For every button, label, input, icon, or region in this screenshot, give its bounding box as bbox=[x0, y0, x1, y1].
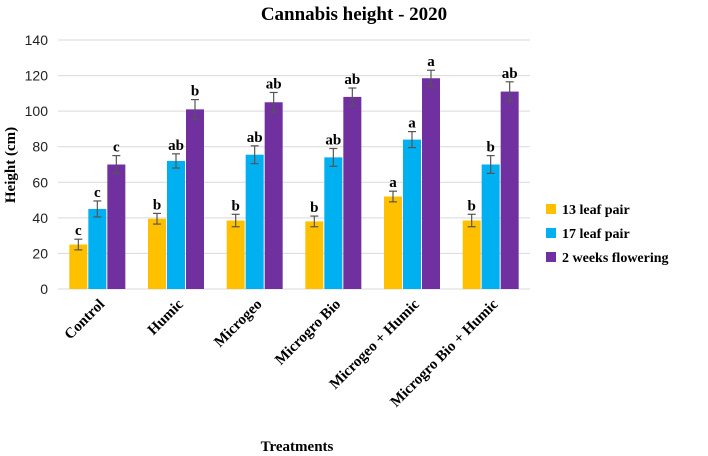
y-tick-label: 40 bbox=[32, 210, 48, 226]
chart-title: Cannabis height - 2020 bbox=[261, 4, 447, 25]
legend-swatch bbox=[546, 228, 556, 238]
bar bbox=[343, 96, 362, 290]
y-tick-label: 80 bbox=[32, 139, 48, 155]
significance-label: b bbox=[310, 200, 318, 216]
y-tick-label: 140 bbox=[25, 32, 49, 48]
x-axis-title: Treatments bbox=[261, 439, 334, 455]
legend-label: 17 leaf pair bbox=[562, 227, 630, 242]
significance-label: ab bbox=[266, 76, 282, 92]
significance-label: ab bbox=[502, 66, 518, 82]
bar bbox=[500, 91, 519, 289]
x-tick-label: Microgeo bbox=[211, 297, 265, 351]
x-axis-ticks: Control Humic Microgeo Microgro BioMicrogeo… bbox=[62, 296, 502, 410]
legend-label: 2 weeks flowering bbox=[562, 251, 669, 266]
significance-label: ab bbox=[247, 130, 263, 146]
bar bbox=[384, 196, 402, 289]
significance-label: ab bbox=[325, 132, 341, 148]
bar bbox=[148, 218, 166, 289]
significance-label: c bbox=[113, 140, 120, 156]
y-tick-label: 0 bbox=[40, 281, 48, 297]
y-tick-label: 100 bbox=[25, 103, 49, 119]
bar bbox=[264, 102, 283, 289]
bar bbox=[69, 244, 88, 289]
x-tick-label: Humic bbox=[145, 296, 187, 338]
significance-label: b bbox=[467, 198, 475, 214]
significance-label: c bbox=[94, 185, 101, 201]
y-tick-label: 20 bbox=[32, 245, 48, 261]
bar bbox=[422, 78, 440, 289]
bar bbox=[107, 164, 126, 289]
significance-label: a bbox=[427, 54, 435, 70]
bar bbox=[324, 157, 343, 289]
y-tick-label: 60 bbox=[32, 174, 48, 190]
significance-label: ab bbox=[168, 138, 184, 154]
bar bbox=[245, 154, 264, 289]
bar bbox=[403, 139, 421, 289]
legend-swatch bbox=[546, 204, 556, 214]
significance-label: a bbox=[389, 175, 397, 191]
significance-label: c bbox=[75, 223, 82, 239]
bar bbox=[481, 164, 500, 289]
y-axis-ticks: 0 20 40 60 80 100 120 140 bbox=[25, 32, 49, 297]
y-axis-title: Height (cm) bbox=[3, 127, 19, 203]
legend-swatch bbox=[546, 252, 556, 262]
x-tick-label: Control bbox=[62, 297, 108, 343]
significance-label: b bbox=[486, 140, 494, 156]
x-tick-label: Microgro Bio bbox=[272, 297, 344, 369]
significance-label: b bbox=[153, 197, 161, 213]
bar bbox=[167, 160, 185, 289]
bar bbox=[305, 221, 324, 289]
bars bbox=[69, 78, 519, 290]
bar bbox=[88, 208, 107, 289]
bar bbox=[186, 109, 204, 289]
significance-label: a bbox=[408, 116, 416, 132]
legend: 13 leaf pair 17 leaf pair 2 weeks flowerin… bbox=[546, 203, 669, 266]
bar bbox=[226, 220, 245, 289]
gridlines bbox=[58, 39, 530, 290]
significance-label: ab bbox=[344, 72, 360, 88]
significance-label: b bbox=[191, 84, 199, 100]
error-bars bbox=[74, 69, 514, 251]
bar bbox=[462, 220, 481, 289]
y-tick-label: 120 bbox=[25, 68, 49, 84]
significance-label: b bbox=[231, 198, 239, 214]
legend-label: 13 leaf pair bbox=[562, 203, 630, 218]
